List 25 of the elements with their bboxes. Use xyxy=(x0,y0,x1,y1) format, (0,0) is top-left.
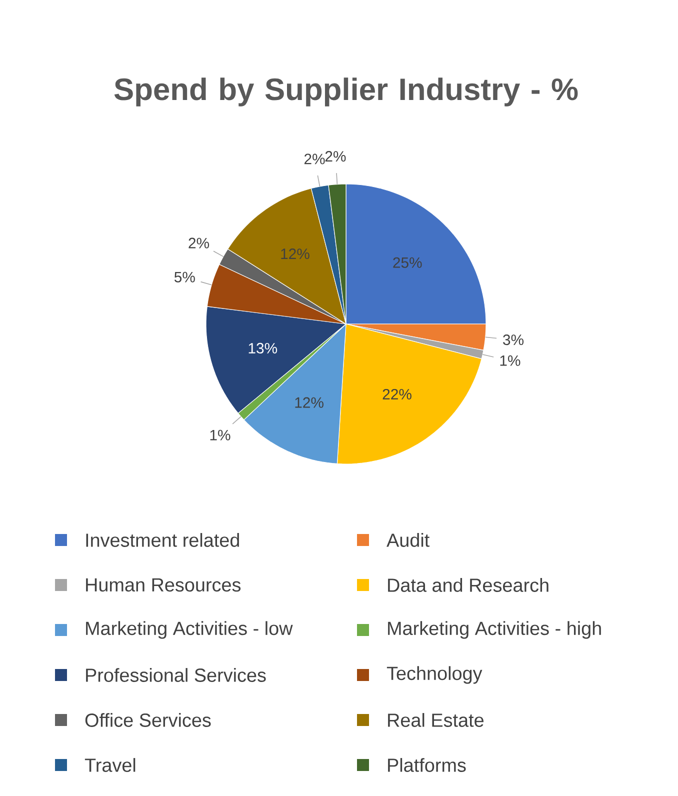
legend-label: Marketing Activities - low xyxy=(86,621,293,639)
data-label: 22% xyxy=(382,388,412,400)
legend-label: Travel xyxy=(84,758,136,772)
data-label: 2% xyxy=(188,238,210,248)
legend-label: Professional Services xyxy=(86,668,266,682)
legend-label: Real Estate xyxy=(388,713,484,727)
data-label: 1% xyxy=(500,355,520,366)
chart-title: Spend by Supplier Industry - % xyxy=(114,78,578,106)
data-label: 13% xyxy=(248,342,278,354)
data-label: 2% xyxy=(304,154,325,164)
legend-label: Human Resources xyxy=(86,578,241,592)
legend-label: Marketing Activities - high xyxy=(388,621,601,639)
data-label: 25% xyxy=(393,257,422,268)
data-label: 5% xyxy=(174,272,195,282)
data-label: 12% xyxy=(281,248,310,260)
legend-label: Technology xyxy=(386,666,482,684)
legend-label: Office Services xyxy=(85,713,211,727)
data-label: 2% xyxy=(325,151,346,162)
legend-label: Data and Research xyxy=(388,578,548,592)
legend-label: Investment related xyxy=(86,533,239,547)
data-label: 12% xyxy=(295,397,324,408)
legend-label: Platforms xyxy=(388,758,466,772)
legend-label: Audit xyxy=(386,533,430,547)
data-label: 3% xyxy=(503,334,524,346)
data-label: 1% xyxy=(210,430,230,440)
